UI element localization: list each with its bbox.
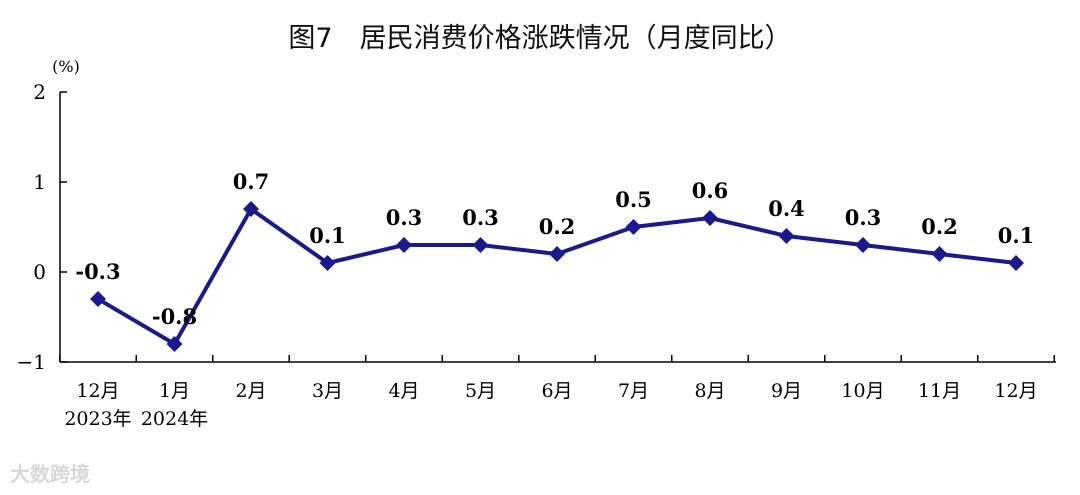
data-label: 0.1 [998, 223, 1035, 248]
y-tick-label: 0 [33, 260, 46, 284]
chart-axes [59, 91, 1056, 363]
data-label: 0.7 [233, 169, 270, 194]
data-point-marker [319, 255, 336, 271]
data-label: 0.6 [692, 178, 729, 203]
data-point-marker [166, 336, 183, 352]
data-point-marker [625, 219, 642, 235]
tick-labels: 2 1 0 −1 (%) 12月 1月 2月 3月 4月 5月 6月 7月 8月 9月 10月 11月 12月 20… [17, 57, 1038, 430]
x-tick-label: 5月 [465, 380, 496, 402]
year-label: 2023年 [64, 408, 131, 430]
data-labels: -0.3 -0.8 0.7 0.1 0.3 0.3 0.2 0.5 0.6 0.4 0.3 0.2 0.… [75, 169, 1034, 329]
data-label: -0.8 [152, 304, 197, 329]
y-tick-label: 1 [33, 170, 46, 194]
x-tick-label: 4月 [388, 380, 419, 402]
x-tick-label: 3月 [312, 380, 343, 402]
data-label: 0.3 [845, 205, 882, 230]
x-tick-label: 11月 [918, 380, 961, 402]
data-point-marker [702, 210, 718, 226]
data-point-marker [855, 237, 871, 253]
data-point-marker [243, 201, 259, 217]
data-point-marker [396, 237, 412, 253]
data-points [90, 201, 1024, 352]
x-tick-label: 12月 [76, 380, 119, 402]
data-label: 0.3 [462, 205, 499, 230]
y-tick-label: −1 [17, 350, 46, 374]
x-tick-label: 8月 [694, 380, 725, 402]
x-tick-label: 9月 [771, 380, 802, 402]
data-label: 0.2 [539, 214, 576, 239]
data-label: 0.2 [921, 214, 958, 239]
data-label: 0.5 [615, 187, 652, 212]
x-tick-label: 6月 [541, 380, 572, 402]
y-axis-unit: (%) [52, 57, 80, 76]
data-label: 0.1 [309, 223, 346, 248]
data-point-marker [549, 246, 565, 262]
data-point-marker [778, 228, 795, 244]
data-point-marker [472, 237, 489, 253]
year-label: 2024年 [141, 408, 208, 430]
x-tick-label: 10月 [841, 380, 884, 402]
x-tick-label: 12月 [994, 380, 1037, 402]
data-point-marker [931, 246, 948, 262]
data-label: -0.3 [75, 259, 120, 284]
chart-title: 图7 居民消费价格涨跌情况（月度同比） [288, 23, 792, 54]
data-label: 0.4 [768, 196, 805, 221]
x-tick-label: 1月 [159, 380, 190, 402]
x-tick-label: 2月 [235, 380, 266, 402]
data-point-marker [90, 291, 106, 307]
data-point-marker [1008, 255, 1024, 271]
y-tick-label: 2 [33, 80, 46, 104]
watermark-logo: 大数跨境 [10, 462, 90, 486]
x-tick-label: 7月 [618, 380, 649, 402]
data-label: 0.3 [386, 205, 423, 230]
